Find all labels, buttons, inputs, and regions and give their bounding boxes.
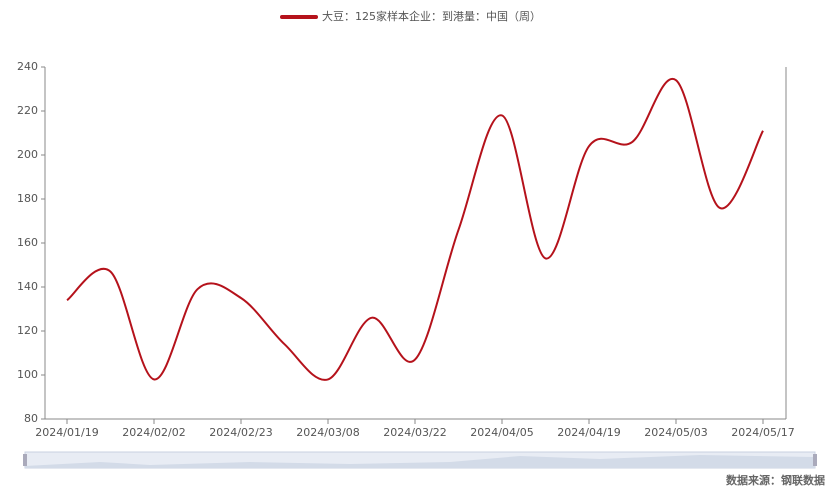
x-tick-label: 2024/04/19 (557, 426, 620, 439)
y-tick-label: 240 (17, 60, 38, 73)
source: 数据来源：钢联数据 (726, 473, 825, 487)
line (66, 77, 764, 381)
x-tick-label: 2024/03/08 (296, 426, 359, 439)
x-tick-label: 2024/02/23 (209, 426, 272, 439)
x-tick-label: 2024/02/02 (122, 426, 185, 439)
y-tick-label: 200 (17, 148, 38, 161)
legend-label: 大豆：125家样本企业：到港量：中国（周） (322, 9, 541, 23)
x-tick-label: 2024/05/17 (731, 426, 794, 439)
y-tick-label: 120 (17, 324, 38, 337)
x-tick-label: 2024/05/03 (644, 426, 707, 439)
y-tick-label: 220 (17, 104, 38, 117)
slider-handle[interactable] (813, 454, 817, 466)
y-tick-label: 80 (24, 412, 38, 425)
x-tick-label: 2024/04/05 (470, 426, 533, 439)
x-tick-label: 2024/01/19 (35, 426, 98, 439)
y-tick-label: 140 (17, 280, 38, 293)
y-tick-label: 180 (17, 192, 38, 205)
slider-preview (25, 455, 815, 468)
y-tick-label: 100 (17, 368, 38, 381)
y-tick-label: 160 (17, 236, 38, 249)
x-tick-label: 2024/03/22 (383, 426, 446, 439)
slider-handle[interactable] (23, 454, 27, 466)
